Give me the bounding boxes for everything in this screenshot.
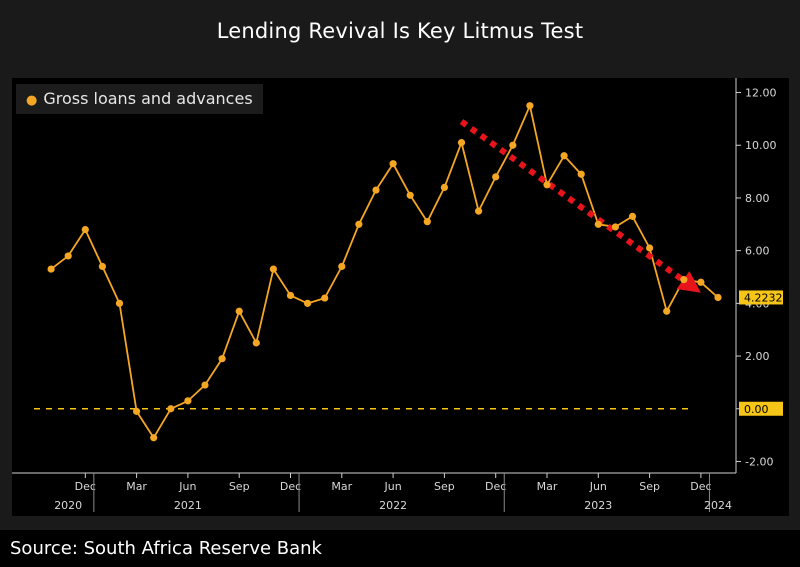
source-note: Source: South Africa Reserve Bank xyxy=(0,530,800,567)
data-point xyxy=(235,307,243,315)
data-point xyxy=(560,152,568,160)
data-point xyxy=(628,212,637,220)
data-point xyxy=(423,218,431,226)
trend-arrow-head xyxy=(676,271,701,293)
y-tick-label: 2.00 xyxy=(745,350,770,363)
data-point xyxy=(594,220,602,228)
x-tick-label: Sep xyxy=(639,480,660,493)
data-point xyxy=(115,299,124,307)
data-point xyxy=(663,307,671,315)
last-value-label-bg xyxy=(739,290,783,305)
x-year-label: 2021 xyxy=(174,499,202,512)
line-chart: -2.000.002.004.006.008.0010.0012.00DecMa… xyxy=(12,78,783,512)
x-tick-label: Dec xyxy=(690,480,711,493)
x-year-label: 2020 xyxy=(54,499,82,512)
data-point xyxy=(526,102,534,110)
trend-arrow-shaft xyxy=(459,119,685,283)
x-tick-label: Sep xyxy=(434,480,455,493)
data-point xyxy=(133,407,141,415)
data-point xyxy=(543,181,551,189)
x-tick-label: Jun xyxy=(589,480,607,493)
data-point xyxy=(184,397,192,405)
data-point xyxy=(64,252,72,260)
data-point xyxy=(321,294,329,302)
data-point xyxy=(150,434,158,442)
data-point xyxy=(714,293,722,302)
legend-label: Gross loans and advances xyxy=(43,89,253,108)
zero-line-label: 0.00 xyxy=(744,403,769,416)
data-point xyxy=(646,244,654,252)
chart-area: -2.000.002.004.006.008.0010.0012.00DecMa… xyxy=(12,78,789,516)
x-tick-label: Mar xyxy=(126,480,147,493)
x-year-label: 2022 xyxy=(379,499,407,512)
x-tick-label: Jun xyxy=(384,480,402,493)
data-point xyxy=(269,265,277,273)
x-tick-label: Dec xyxy=(75,480,96,493)
legend-marker: ● xyxy=(26,93,38,108)
x-tick-label: Mar xyxy=(537,480,558,493)
legend: ● Gross loans and advances xyxy=(16,84,263,114)
data-point xyxy=(355,220,363,228)
data-point xyxy=(492,173,500,181)
data-point xyxy=(697,278,705,286)
x-tick-label: Dec xyxy=(485,480,506,493)
data-point xyxy=(47,265,55,273)
x-tick-label: Sep xyxy=(229,480,250,493)
data-point xyxy=(509,141,517,149)
y-tick-label: 12.00 xyxy=(745,87,777,100)
y-tick-label: 8.00 xyxy=(745,192,770,205)
data-point xyxy=(167,405,175,413)
y-tick-label: -2.00 xyxy=(745,455,773,468)
series-line xyxy=(50,104,719,439)
x-year-label: 2024 xyxy=(704,499,732,512)
y-tick-label: 6.00 xyxy=(745,245,770,258)
data-point xyxy=(304,299,312,307)
x-tick-label: Dec xyxy=(280,480,301,493)
x-tick-label: Mar xyxy=(331,480,352,493)
data-point xyxy=(406,191,414,199)
data-point xyxy=(201,381,209,389)
data-point xyxy=(81,225,89,234)
data-point xyxy=(611,223,620,231)
data-point xyxy=(372,186,380,194)
data-point xyxy=(389,160,397,168)
data-point xyxy=(577,170,585,178)
y-tick-label: 10.00 xyxy=(745,139,777,152)
data-point xyxy=(286,291,295,300)
data-point xyxy=(440,183,448,192)
data-point xyxy=(252,339,260,347)
data-point xyxy=(98,262,106,271)
chart-title: Lending Revival Is Key Litmus Test xyxy=(216,19,584,43)
last-value-label: 4.2232 xyxy=(744,291,783,304)
data-point xyxy=(338,262,346,271)
x-year-label: 2023 xyxy=(584,499,612,512)
data-point xyxy=(475,207,483,215)
data-point xyxy=(680,276,688,284)
x-tick-label: Jun xyxy=(178,480,196,493)
data-point xyxy=(218,355,226,363)
data-point xyxy=(457,139,466,147)
zero-line-label-bg xyxy=(739,401,783,416)
